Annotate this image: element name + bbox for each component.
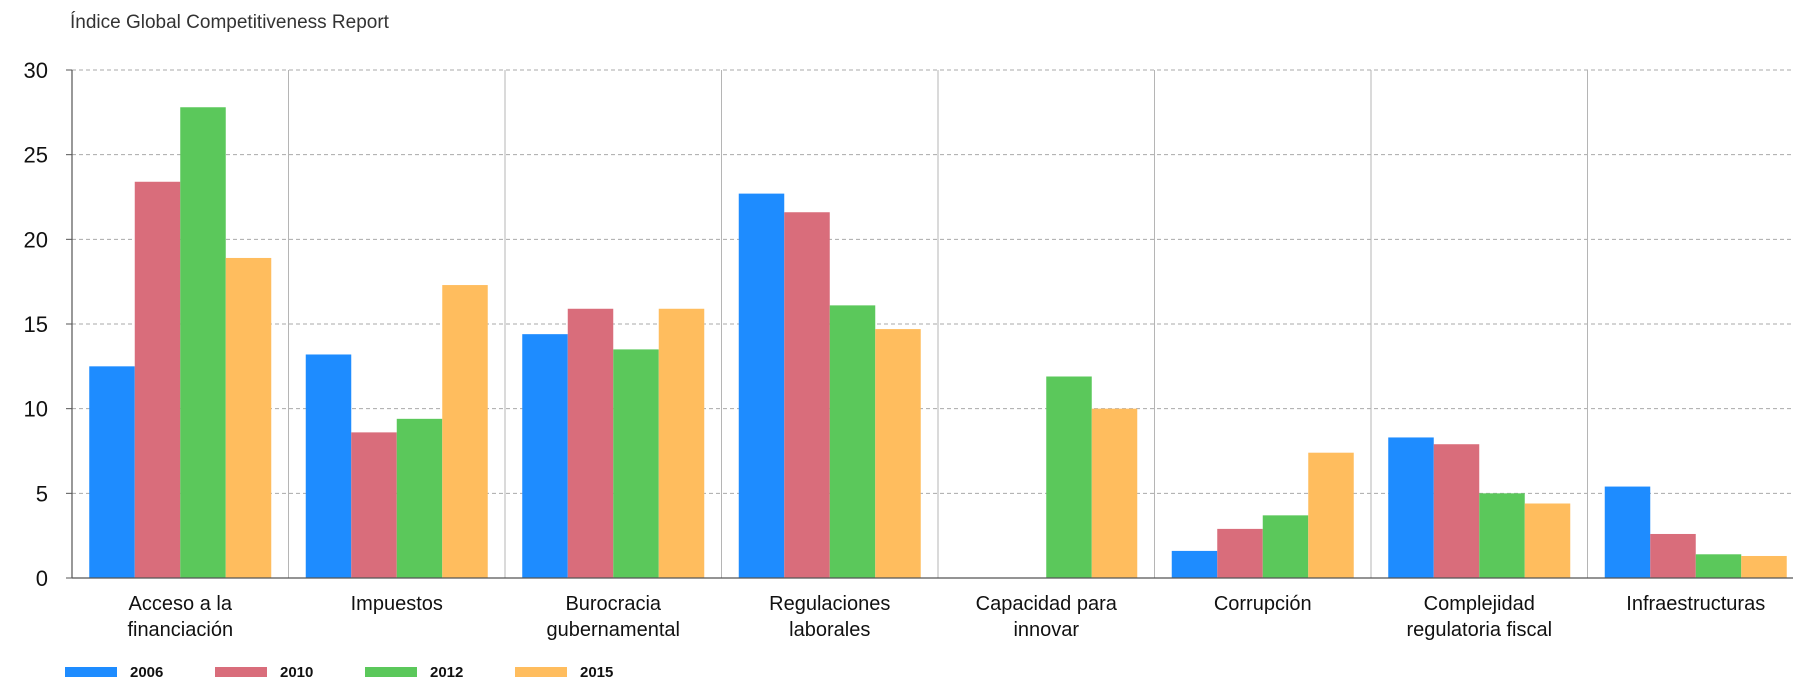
x-tick-label: innovar	[1013, 619, 1079, 641]
bar-2015-4	[1091, 408, 1138, 578]
bar-2006-0	[89, 366, 135, 578]
legend-label-2012: 2012	[430, 664, 463, 681]
y-tick-label: 20	[24, 227, 48, 252]
bar-2010-6	[1433, 444, 1480, 578]
bar-2012-7	[1695, 554, 1742, 578]
bar-2006-5	[1171, 550, 1218, 578]
legend-label-2010: 2010	[280, 664, 313, 681]
x-tick-label: Impuestos	[351, 593, 443, 615]
bar-2012-0	[180, 107, 226, 579]
chart-title: Índice Global Competitiveness Report	[70, 12, 390, 33]
bar-2010-7	[1650, 533, 1696, 578]
x-tick-label: gubernamental	[547, 619, 680, 641]
x-tick-label: Acceso a la	[129, 593, 233, 615]
legend-swatch-2010	[215, 667, 267, 677]
legend: 2006 2010 2012 2015	[65, 664, 613, 681]
bar-2006-3	[738, 193, 785, 578]
x-tick-label: Infraestructuras	[1626, 593, 1765, 615]
axes-layer: 0 5 10 15 20 25 30 Acceso a la financiación Impue…	[24, 58, 1793, 641]
bar-2015-6	[1524, 503, 1571, 578]
bar-2012-2	[613, 349, 659, 578]
bar-2010-0	[134, 181, 181, 578]
bar-2010-1	[351, 432, 397, 578]
legend-swatch-2006	[65, 667, 117, 677]
bar-2010-3	[784, 212, 830, 579]
bar-2012-5	[1262, 515, 1309, 578]
x-tick-label: Capacidad para	[976, 593, 1118, 615]
y-tick-label: 25	[24, 143, 48, 168]
bar-2015-2	[658, 308, 705, 578]
legend-swatch-2012	[365, 667, 417, 677]
y-tick-label: 30	[24, 58, 48, 83]
bar-2015-5	[1308, 452, 1354, 578]
x-tick-label: Complejidad	[1424, 593, 1535, 615]
bar-2012-4	[1046, 376, 1092, 578]
y-tick-label: 10	[24, 397, 48, 422]
bar-2006-1	[305, 354, 352, 578]
y-tick-label: 5	[36, 481, 48, 506]
x-tick-label: Corrupción	[1214, 593, 1312, 615]
bar-2006-7	[1604, 486, 1651, 578]
legend-label-2015: 2015	[580, 664, 613, 681]
y-tick-label: 0	[36, 566, 48, 591]
x-tick-label: laborales	[789, 619, 870, 641]
bar-2012-1	[396, 418, 443, 578]
legend-label-2006: 2006	[130, 664, 163, 681]
bar-2015-3	[875, 329, 921, 578]
bar-2015-0	[225, 257, 272, 578]
bar-2012-3	[829, 305, 876, 578]
grid-layer	[72, 69, 1793, 578]
bar-2010-2	[567, 308, 614, 578]
bar-2010-5	[1217, 528, 1263, 578]
x-tick-label: Burocracia	[565, 593, 661, 615]
x-tick-label: regulatoria fiscal	[1406, 619, 1552, 641]
bar-2006-6	[1388, 437, 1434, 578]
x-tick-label: Regulaciones	[769, 593, 890, 615]
bar-2012-6	[1479, 493, 1525, 578]
x-tick-label: financiación	[127, 619, 233, 641]
bars-layer	[89, 107, 1787, 579]
bar-2015-1	[442, 285, 488, 578]
legend-swatch-2015	[515, 667, 567, 677]
y-tick-label: 15	[24, 312, 48, 337]
bar-2006-2	[522, 334, 568, 578]
bar-2015-7	[1741, 555, 1787, 578]
